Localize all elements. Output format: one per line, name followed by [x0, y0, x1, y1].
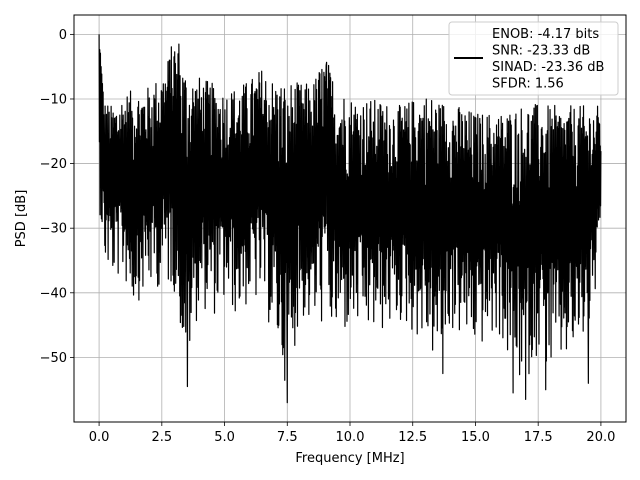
y-tick-label: −40 — [40, 286, 67, 301]
y-tick-label: −50 — [40, 351, 67, 366]
x-tick-label: 2.5 — [151, 430, 172, 445]
x-axis-ticks: 0.0 2.5 5.0 7.5 10.0 12.5 15.0 17.5 20.0 — [89, 422, 615, 445]
legend-line-sfdr: SFDR: 1.56 — [492, 77, 564, 92]
psd-trace — [98, 34, 602, 404]
x-tick-label: 7.5 — [277, 430, 298, 445]
psd-trace-group — [98, 34, 602, 404]
y-tick-label: −10 — [40, 92, 67, 107]
legend-line-snr: SNR: -23.33 dB — [492, 44, 590, 59]
x-tick-label: 20.0 — [586, 430, 615, 445]
x-tick-label: 15.0 — [461, 430, 490, 445]
y-tick-label: 0 — [59, 28, 67, 43]
x-tick-label: 10.0 — [336, 430, 365, 445]
y-tick-label: −30 — [40, 222, 67, 237]
x-axis-label: Frequency [MHz] — [295, 451, 404, 466]
legend-box — [448, 21, 619, 96]
legend: ENOB: -4.17 bits SNR: -23.33 dB SINAD: -… — [448, 21, 619, 96]
y-axis-label: PSD [dB] — [14, 190, 29, 248]
x-tick-label: 0.0 — [89, 430, 110, 445]
x-tick-label: 12.5 — [398, 430, 427, 445]
y-axis-ticks: 0 −10 −20 −30 −40 −50 — [40, 28, 74, 366]
legend-line-enob: ENOB: -4.17 bits — [492, 27, 599, 42]
y-tick-label: −20 — [40, 157, 67, 172]
x-tick-label: 17.5 — [524, 430, 553, 445]
x-tick-label: 5.0 — [214, 430, 235, 445]
legend-line-sinad: SINAD: -23.36 dB — [492, 60, 604, 75]
